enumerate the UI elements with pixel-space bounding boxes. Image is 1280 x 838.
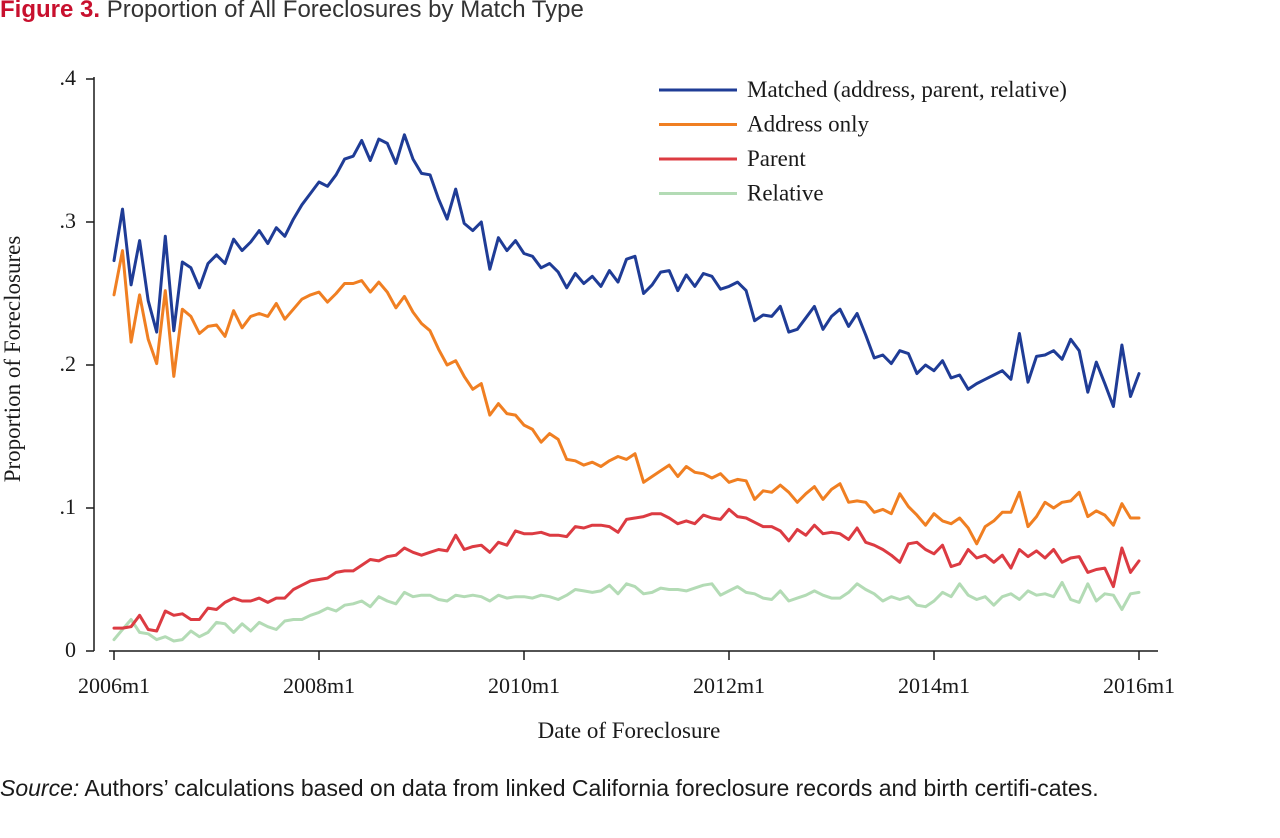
legend-label: Relative	[747, 181, 824, 206]
legend-item-address-only: Address only	[659, 112, 870, 137]
line-chart: 0 .1 .2 .3 .4 2006m1 2008m1 2010m1 2012m1 2014m1…	[0, 65, 1175, 743]
x-tick-label: 2016m1	[1103, 673, 1175, 698]
relative-series-line	[112, 580, 1141, 643]
x-tick-label: 2008m1	[283, 673, 355, 698]
legend: Matched (address, parent, relative) Addre…	[659, 77, 1067, 206]
matched-series-line	[112, 133, 1141, 408]
legend-item-relative: Relative	[659, 181, 824, 206]
x-tick-label: 2010m1	[488, 673, 560, 698]
y-tick-label: .1	[60, 494, 77, 519]
source-label: Source:	[0, 775, 80, 801]
y-axis-title: Proportion of Foreclosures	[0, 236, 25, 483]
x-axis-title: Date of Foreclosure	[538, 718, 721, 743]
legend-item-matched: Matched (address, parent, relative)	[659, 77, 1067, 102]
y-tick-label: .3	[60, 208, 77, 233]
legend-label: Parent	[747, 146, 806, 171]
x-tick-label: 2012m1	[693, 673, 765, 698]
figure-title: Figure 3. Proportion of All Foreclosures…	[0, 0, 584, 24]
legend-label: Address only	[747, 112, 870, 137]
y-axis: 0 .1 .2 .3 .4	[60, 65, 95, 662]
legend-item-parent: Parent	[659, 146, 806, 171]
x-tick-label: 2014m1	[898, 673, 970, 698]
x-axis: 2006m1 2008m1 2010m1 2012m1 2014m1 2016m1	[78, 650, 1175, 698]
legend-label: Matched (address, parent, relative)	[747, 77, 1067, 102]
y-tick-label: .2	[60, 351, 77, 376]
source-note: Source: Authors’ calculations based on d…	[0, 770, 1280, 807]
parent-series-line	[112, 507, 1141, 633]
x-tick-label: 2006m1	[78, 673, 150, 698]
figure-label: Figure 3.	[0, 0, 101, 23]
figure-title-text: Proportion of All Foreclosures by Match …	[106, 0, 584, 23]
address-only-series-line	[112, 249, 1141, 546]
y-tick-label: 0	[65, 637, 76, 662]
y-tick-label: .4	[60, 65, 77, 90]
plot-area	[112, 133, 1141, 643]
source-text: Authors’ calculations based on data from…	[84, 775, 1099, 801]
